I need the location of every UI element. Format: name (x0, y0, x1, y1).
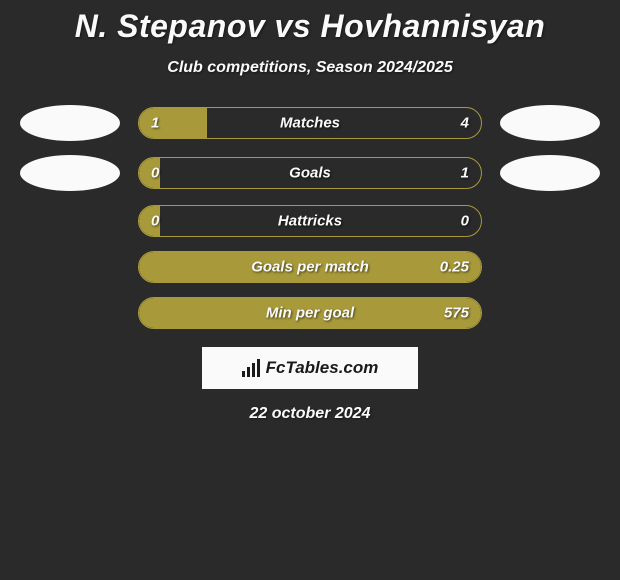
stat-row: 1 Matches 4 (0, 105, 620, 141)
stat-value-right: 575 (444, 305, 469, 322)
stat-label: Goals per match (251, 259, 369, 276)
stat-bar: 0 Goals 1 (138, 157, 482, 189)
stat-label: Hattricks (278, 213, 342, 230)
stat-bar: Min per goal 575 (138, 297, 482, 329)
stat-value-left: 0 (151, 213, 159, 230)
player-left-indicator (20, 155, 120, 191)
snapshot-date: 22 october 2024 (0, 405, 620, 423)
page-title: N. Stepanov vs Hovhannisyan (0, 8, 620, 45)
stat-rows-container: 1 Matches 4 0 Goals 1 0 Hattricks 0 Goals per mat… (0, 105, 620, 329)
comparison-card: N. Stepanov vs Hovhannisyan Club competi… (0, 0, 620, 423)
player-left-indicator (20, 105, 120, 141)
stat-value-right: 0 (461, 213, 469, 230)
stat-value-right: 4 (461, 115, 469, 132)
stat-bar: 1 Matches 4 (138, 107, 482, 139)
stat-row: 0 Goals 1 (0, 155, 620, 191)
stat-value-right: 1 (461, 165, 469, 182)
bar-chart-icon (242, 359, 262, 377)
stat-bar-fill (139, 108, 207, 138)
stat-bar: 0 Hattricks 0 (138, 205, 482, 237)
stat-row: 0 Hattricks 0 (0, 205, 620, 237)
season-subtitle: Club competitions, Season 2024/2025 (0, 59, 620, 77)
brand-logo[interactable]: FcTables.com (202, 347, 418, 389)
stat-bar: Goals per match 0.25 (138, 251, 482, 283)
stat-label: Min per goal (266, 305, 354, 322)
stat-row: Min per goal 575 (0, 297, 620, 329)
player-right-indicator (500, 155, 600, 191)
player-right-indicator (500, 105, 600, 141)
stat-row: Goals per match 0.25 (0, 251, 620, 283)
stat-label: Matches (280, 115, 340, 132)
brand-logo-text: FcTables.com (266, 358, 379, 378)
stat-value-left: 1 (151, 115, 159, 132)
stat-value-left: 0 (151, 165, 159, 182)
stat-label: Goals (289, 165, 331, 182)
stat-value-right: 0.25 (440, 259, 469, 276)
